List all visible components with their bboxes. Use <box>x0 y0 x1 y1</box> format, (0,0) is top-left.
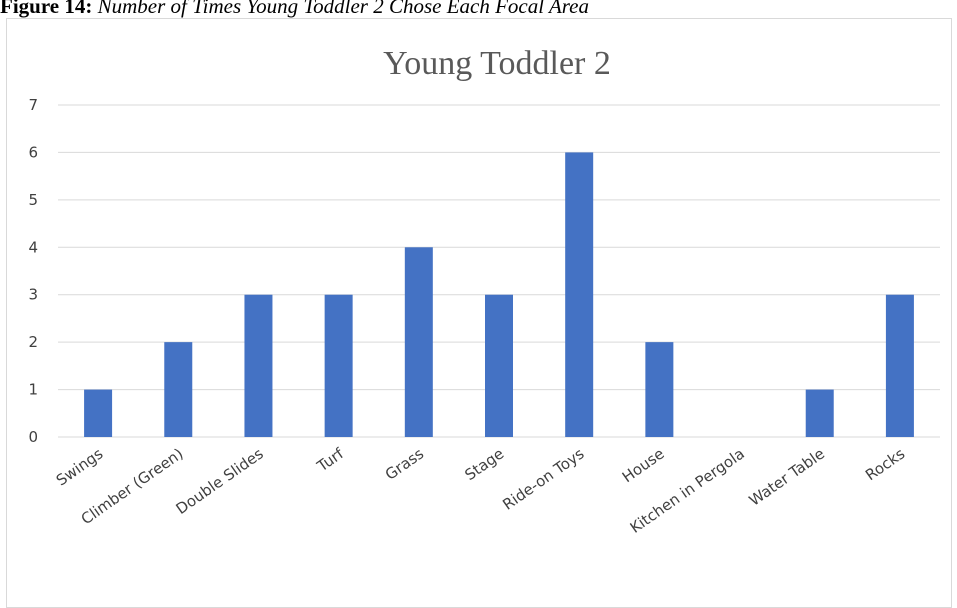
figure-caption-text: Number of Times Young Toddler 2 Chose Ea… <box>97 0 589 18</box>
x-tick-label: Water Table <box>746 445 828 510</box>
y-tick-label: 2 <box>28 333 38 351</box>
x-tick-label: Ride-on Toys <box>499 444 587 513</box>
x-tick-label: House <box>619 445 668 487</box>
bar-double-slides <box>244 294 273 437</box>
y-tick-label: 3 <box>28 286 38 304</box>
bar-ride-on-toys <box>565 152 594 437</box>
x-tick-label: Turf <box>313 444 348 476</box>
y-tick-label: 7 <box>28 96 38 114</box>
x-tick-label: Double Slides <box>173 444 267 518</box>
figure-label: Figure 14 <box>0 0 86 18</box>
bar-house <box>645 342 674 437</box>
bar-swings <box>84 389 113 437</box>
x-tick-label: Grass <box>382 444 427 483</box>
x-tick-label: Rocks <box>862 444 908 484</box>
bar-rocks <box>885 294 914 437</box>
y-tick-label: 1 <box>28 381 38 399</box>
chart-frame <box>6 18 952 608</box>
y-axis: 0 1 2 3 4 5 6 7 <box>28 96 38 446</box>
y-tick-label: 0 <box>28 428 38 446</box>
bar-water-table <box>805 389 834 437</box>
bar-climber-green <box>164 342 193 437</box>
bar-turf <box>324 294 353 437</box>
x-tick-label: Swings <box>53 444 107 489</box>
y-tick-label: 6 <box>28 143 38 161</box>
y-tick-label: 5 <box>28 191 38 209</box>
figure-caption: Figure 14: Number of Times Young Toddler… <box>0 0 589 18</box>
bar-grass <box>404 247 433 437</box>
x-tick-label: Stage <box>461 445 507 485</box>
chart-title: Young Toddler 2 <box>383 45 611 82</box>
bars <box>84 152 914 437</box>
bar-stage <box>485 294 513 437</box>
y-tick-label: 4 <box>28 238 38 256</box>
